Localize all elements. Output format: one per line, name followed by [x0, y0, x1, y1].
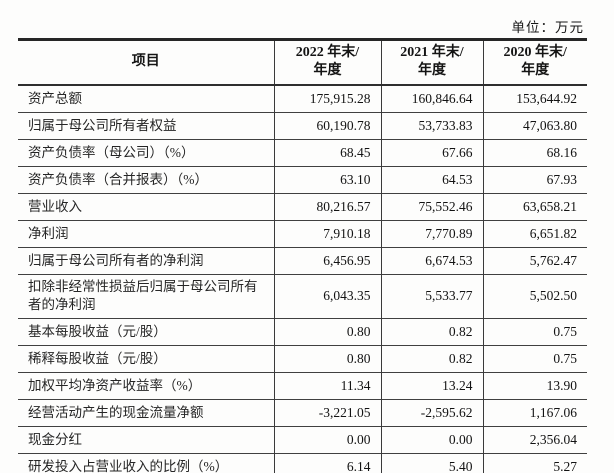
value-2022: 6,456.95 — [273, 246, 381, 275]
financial-summary-table: 项目 2022 年末/ 年度 2021 年末/ 年度 2020 年末/ 年度 资… — [18, 38, 587, 473]
row-label: 经营活动产生的现金流量净额 — [18, 398, 274, 427]
value-2022: -3,221.05 — [273, 398, 381, 427]
value-2022: 80,216.57 — [273, 192, 381, 221]
header-row: 项目 2022 年末/ 年度 2021 年末/ 年度 2020 年末/ 年度 — [18, 39, 587, 87]
value-2022: 0.80 — [273, 317, 381, 346]
value-2021: 5,533.77 — [380, 273, 483, 319]
table-row: 基本每股收益（元/股） 0.80 0.82 0.75 — [18, 317, 587, 346]
value-2021: -2,595.62 — [380, 398, 483, 427]
value-2020: 68.16 — [482, 138, 587, 167]
header-col-2022: 2022 年末/ 年度 — [273, 39, 381, 87]
value-2021: 0.82 — [380, 344, 483, 373]
value-2022: 0.00 — [273, 425, 381, 454]
value-2020: 0.75 — [482, 344, 587, 373]
table-row: 资产负债率（合并报表）（%） 63.10 64.53 67.93 — [18, 165, 587, 194]
value-2022: 6.14 — [273, 452, 381, 473]
value-2020: 1,167.06 — [482, 398, 587, 427]
value-2022: 7,910.18 — [273, 219, 381, 248]
value-2021: 75,552.46 — [380, 192, 483, 221]
value-2021: 0.00 — [380, 425, 483, 454]
row-label: 扣除非经常性损益后归属于母公司所有者的净利润 — [18, 273, 274, 319]
value-2020: 2,356.04 — [482, 425, 587, 454]
value-2020: 5,502.50 — [482, 273, 587, 319]
row-label: 归属于母公司所有者权益 — [18, 111, 274, 140]
value-2021: 0.82 — [380, 317, 483, 346]
value-2020: 5.27 — [482, 452, 587, 473]
value-2021: 13.24 — [380, 371, 483, 400]
header-line: 2021 年末/ — [400, 45, 464, 60]
header-col-2021: 2021 年末/ 年度 — [380, 39, 483, 87]
row-label: 研发投入占营业收入的比例（%） — [18, 452, 274, 473]
value-2021: 5.40 — [380, 452, 483, 473]
value-2020: 5,762.47 — [482, 246, 587, 275]
value-2022: 63.10 — [273, 165, 381, 194]
table-row: 现金分红 0.00 0.00 2,356.04 — [18, 425, 587, 454]
value-2022: 0.80 — [273, 344, 381, 373]
unit-label: 单位：万元 — [511, 20, 584, 35]
row-label: 营业收入 — [18, 192, 274, 221]
table-row: 营业收入 80,216.57 75,552.46 63,658.21 — [18, 192, 587, 221]
table-row: 研发投入占营业收入的比例（%） 6.14 5.40 5.27 — [18, 452, 587, 473]
value-2020: 153,644.92 — [482, 84, 587, 113]
table-row: 归属于母公司所有者的净利润 6,456.95 6,674.53 5,762.47 — [18, 246, 587, 275]
row-label: 加权平均净资产收益率（%） — [18, 371, 274, 400]
header-item: 项目 — [18, 39, 274, 87]
header-line: 年度 — [418, 63, 446, 79]
table-row: 净利润 7,910.18 7,770.89 6,651.82 — [18, 219, 587, 248]
value-2022: 60,190.78 — [273, 111, 381, 140]
value-2022: 175,915.28 — [273, 84, 381, 113]
value-2020: 13.90 — [482, 371, 587, 400]
row-label: 稀释每股收益（元/股） — [18, 344, 274, 373]
table-row: 归属于母公司所有者权益 60,190.78 53,733.83 47,063.8… — [18, 111, 587, 140]
value-2021: 7,770.89 — [380, 219, 483, 248]
table-row: 资产负债率（母公司）（%） 68.45 67.66 68.16 — [18, 138, 587, 167]
row-label: 资产负债率（合并报表）（%） — [18, 165, 274, 194]
header-line: 年度 — [521, 63, 550, 79]
row-label: 净利润 — [18, 219, 274, 248]
header-line: 2020 年末/ — [503, 45, 567, 60]
value-2020: 47,063.80 — [482, 111, 587, 140]
value-2020: 0.75 — [482, 317, 587, 346]
value-2020: 6,651.82 — [482, 219, 587, 248]
value-2021: 67.66 — [380, 138, 483, 167]
row-label: 资产负债率（母公司）（%） — [18, 138, 274, 167]
value-2021: 6,674.53 — [380, 246, 483, 275]
value-2022: 6,043.35 — [273, 273, 381, 319]
row-label: 资产总额 — [18, 84, 274, 113]
value-2020: 67.93 — [482, 165, 587, 194]
value-2022: 11.34 — [273, 371, 381, 400]
header-line: 2022 年末/ — [295, 45, 360, 60]
value-2021: 64.53 — [380, 165, 483, 194]
table-row: 扣除非经常性损益后归属于母公司所有者的净利润 6,043.35 5,533.77… — [18, 273, 587, 319]
row-label: 现金分红 — [18, 425, 274, 454]
value-2022: 68.45 — [273, 138, 381, 167]
table-row: 经营活动产生的现金流量净额 -3,221.05 -2,595.62 1,167.… — [18, 398, 587, 427]
value-2021: 160,846.64 — [380, 84, 483, 113]
header-line: 年度 — [313, 63, 342, 79]
row-label: 归属于母公司所有者的净利润 — [18, 246, 274, 275]
value-2021: 53,733.83 — [380, 111, 483, 140]
row-label: 基本每股收益（元/股） — [18, 317, 274, 346]
table-row: 稀释每股收益（元/股） 0.80 0.82 0.75 — [18, 344, 587, 373]
table-row: 资产总额 175,915.28 160,846.64 153,644.92 — [18, 84, 587, 113]
header-col-2020: 2020 年末/ 年度 — [482, 39, 587, 87]
table-row: 加权平均净资产收益率（%） 11.34 13.24 13.90 — [18, 371, 587, 400]
value-2020: 63,658.21 — [482, 192, 587, 221]
